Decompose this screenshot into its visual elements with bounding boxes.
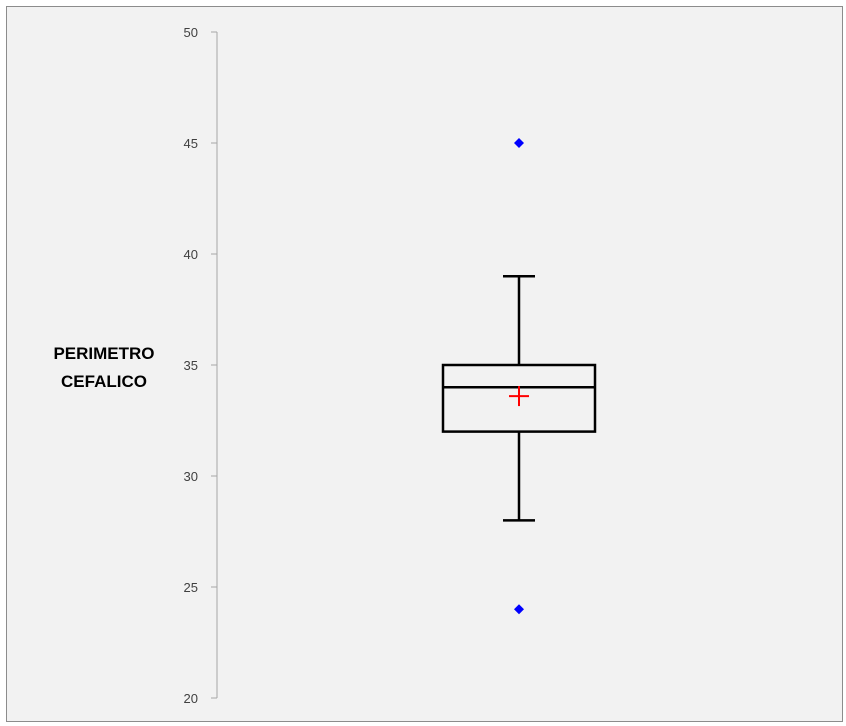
y-tick-label: 30 — [184, 469, 198, 484]
y-tick-labels: 20 25 30 35 40 45 50 — [184, 25, 198, 706]
outliers — [514, 138, 524, 615]
y-axis-label-line-1: PERIMETRO — [53, 344, 154, 363]
y-axis-label-line-2: CEFALICO — [61, 372, 147, 391]
y-tick-label: 35 — [184, 358, 198, 373]
box-plot-series — [441, 274, 597, 522]
interquartile-box — [441, 363, 597, 433]
y-tick-label: 20 — [184, 691, 198, 706]
outlier-point — [514, 604, 524, 615]
y-tick-label: 40 — [184, 247, 198, 262]
y-tick-label: 50 — [184, 25, 198, 40]
y-tick-label: 45 — [184, 136, 198, 151]
y-axis — [211, 31, 218, 699]
y-axis-label: PERIMETRO CEFALICO — [53, 344, 154, 391]
y-tick-label: 25 — [184, 580, 198, 595]
outlier-point — [514, 138, 524, 148]
chart-area — [6, 6, 843, 722]
